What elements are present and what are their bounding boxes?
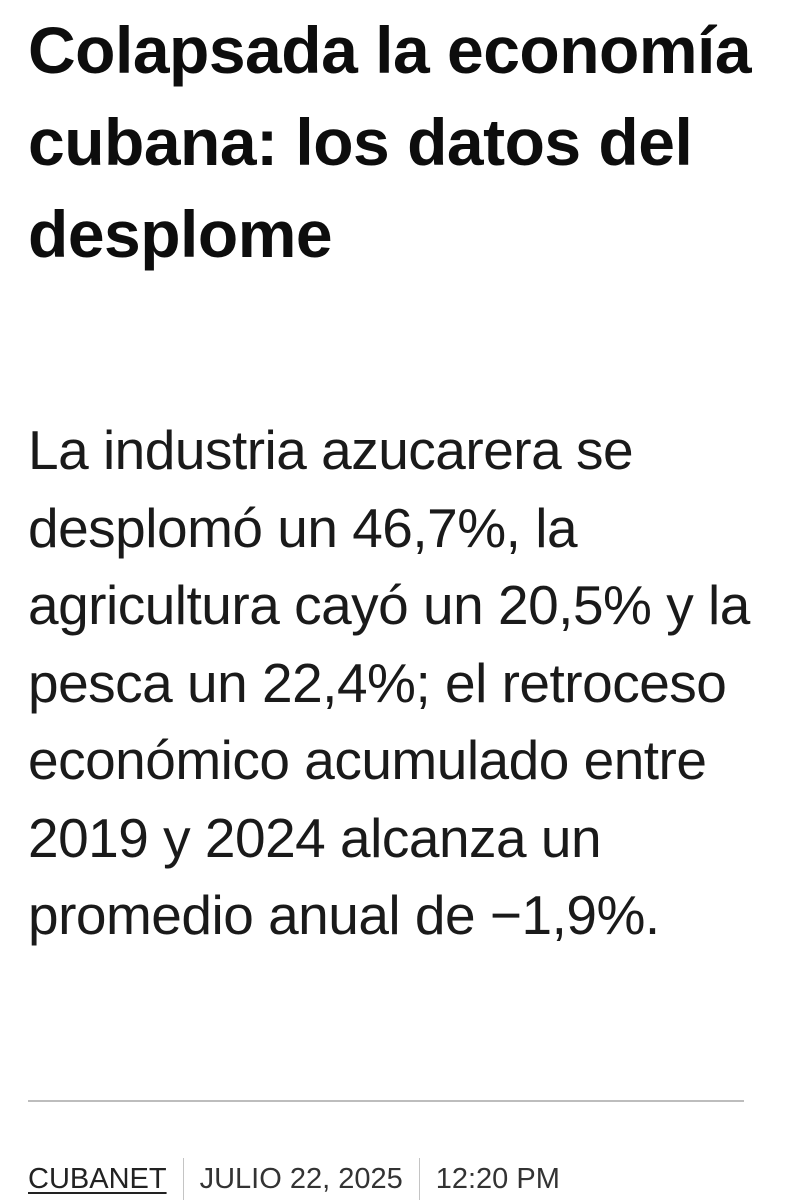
publish-time: 12:20 PM xyxy=(435,1162,560,1195)
article-summary: La industria azucarera se desplomó un 46… xyxy=(28,419,750,946)
article-headline: Colapsada la economía cubana: los datos … xyxy=(28,13,752,271)
divider xyxy=(28,1100,744,1102)
source-link[interactable]: CUBANET xyxy=(28,1162,167,1195)
meta-separator xyxy=(182,1158,184,1200)
meta-separator xyxy=(418,1158,420,1200)
publish-date: JULIO 22, 2025 xyxy=(199,1162,403,1195)
article: Colapsada la economía cubana: los datos … xyxy=(28,0,758,946)
article-meta: CUBANET JULIO 22, 2025 12:20 PM xyxy=(28,1158,560,1200)
